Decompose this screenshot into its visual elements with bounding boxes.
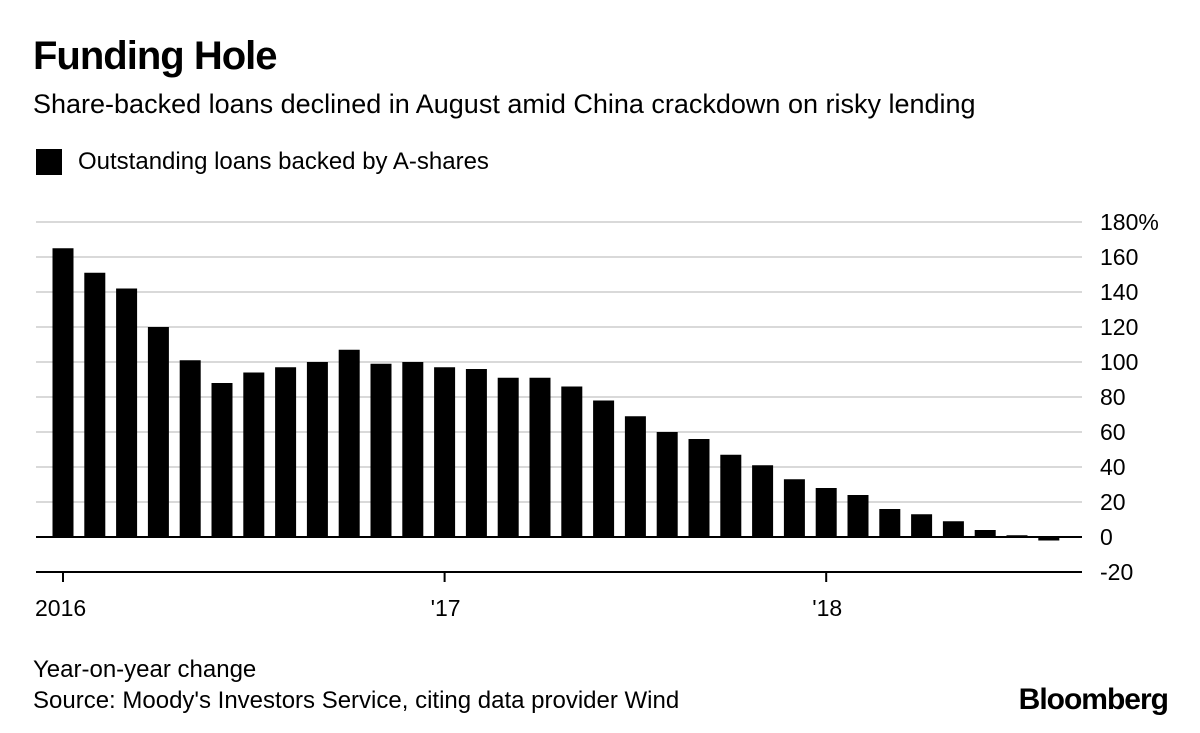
y-tick-label: 0 [1100, 524, 1113, 550]
y-tick-label: -20 [1100, 559, 1133, 585]
chart-source: Source: Moody's Investors Service, citin… [33, 687, 680, 714]
bar [116, 288, 138, 537]
bar [465, 369, 487, 537]
x-tick-label: '17 [431, 595, 461, 621]
chart-subtitle: Share-backed loans declined in August am… [33, 89, 976, 119]
y-tick-label: 40 [1100, 454, 1126, 480]
bar [243, 372, 265, 537]
bar [879, 509, 901, 537]
bar [815, 488, 837, 537]
axes: 180% 160 140 120 100 80 60 40 20 0 -20 2016 '17 '18 [35, 209, 1159, 621]
bar [942, 521, 964, 537]
bar [720, 454, 742, 537]
bar [306, 362, 328, 537]
bar [752, 465, 774, 537]
bar [147, 327, 169, 537]
y-tick-label: 80 [1100, 384, 1126, 410]
y-tick-label: 120 [1100, 314, 1138, 340]
x-tick-label: '18 [812, 595, 842, 621]
bar [338, 349, 360, 537]
legend-label: Outstanding loans backed by A-shares [78, 148, 489, 175]
bar [974, 530, 996, 537]
bar [1038, 537, 1060, 541]
bar [179, 360, 201, 537]
bar [593, 400, 615, 537]
bar [656, 432, 678, 537]
y-tick-label: 180% [1100, 209, 1159, 235]
bar [52, 248, 74, 537]
bar [783, 479, 805, 537]
y-tick-label: 20 [1100, 489, 1126, 515]
bar [847, 495, 869, 537]
bar [497, 377, 519, 537]
bar [370, 363, 392, 537]
y-tick-label: 60 [1100, 419, 1126, 445]
bar [529, 377, 551, 537]
bar [911, 514, 933, 537]
chart-title: Funding Hole [33, 34, 278, 78]
bar [561, 386, 583, 537]
y-tick-label: 100 [1100, 349, 1138, 375]
bar [624, 416, 646, 537]
y-tick-label: 140 [1100, 279, 1138, 305]
bars [52, 248, 1060, 541]
bar [84, 272, 106, 537]
legend: Outstanding loans backed by A-shares [36, 146, 489, 178]
bar [275, 367, 297, 537]
bloomberg-logo: Bloomberg [1018, 683, 1169, 716]
bar [402, 362, 424, 537]
bar [434, 367, 456, 537]
legend-swatch [36, 149, 62, 175]
gridlines [36, 221, 1082, 503]
chart-note: Year-on-year change [33, 656, 257, 683]
bar [688, 439, 710, 537]
bar [211, 383, 233, 537]
x-tick-label: 2016 [35, 595, 86, 621]
y-tick-label: 160 [1100, 244, 1138, 270]
